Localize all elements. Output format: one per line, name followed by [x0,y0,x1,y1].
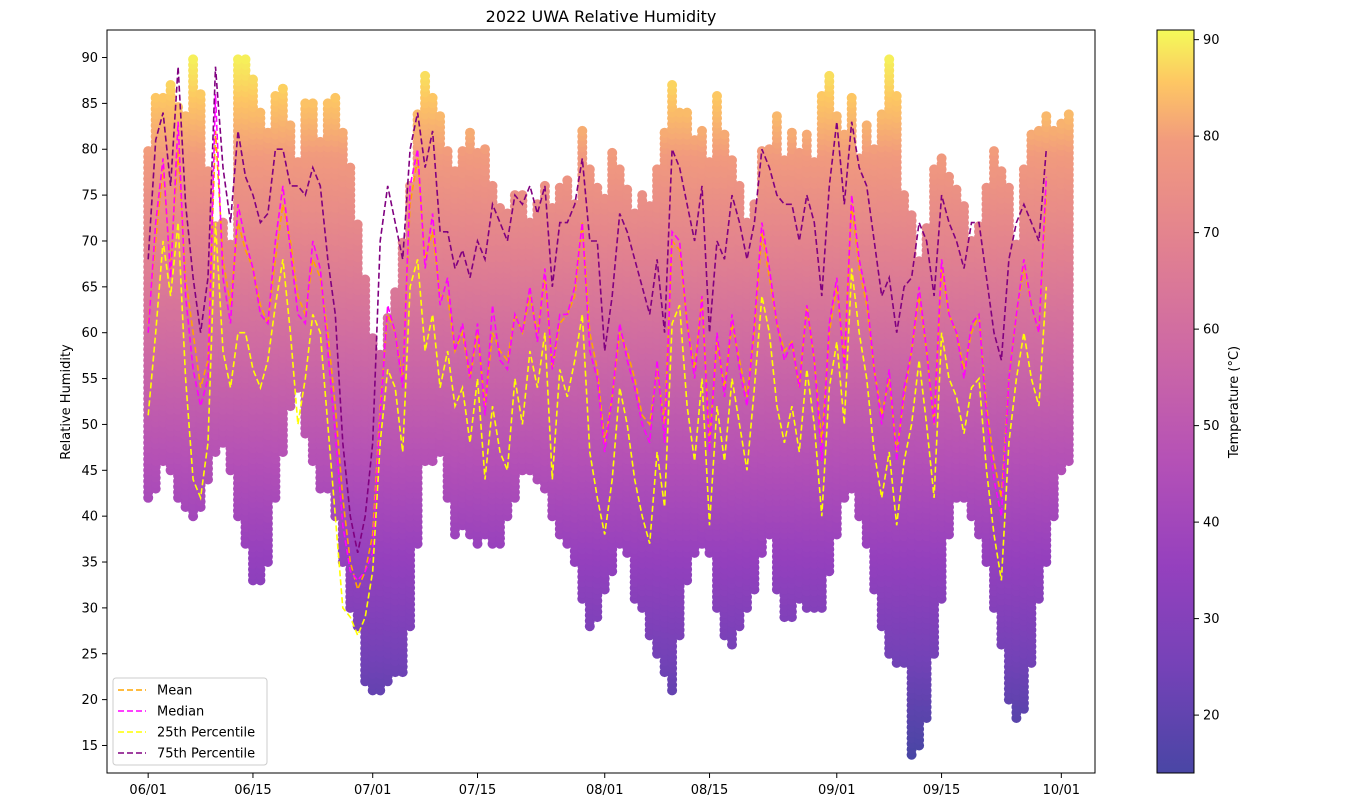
scatter-point [173,102,184,113]
scatter-point [487,180,498,191]
scatter-point [143,146,154,157]
scatter-point [465,127,475,138]
chart-title: 2022 UWA Relative Humidity [486,7,717,26]
scatter-point [360,274,371,285]
scatter-point [427,92,438,103]
scatter-point [195,89,206,100]
scatter-point [165,80,176,90]
scatter-point [158,92,169,103]
scatter-point [240,54,251,65]
scatter-point [622,184,633,195]
scatter-point [255,107,266,118]
scatter-point [577,125,588,136]
scatter-point [277,83,288,94]
scatter-point [307,98,318,109]
scatter-point [562,175,573,186]
scatter-point [180,111,191,122]
scatter-point [442,146,453,157]
scatter-point [614,164,625,175]
scatter-point [248,74,258,85]
scatter-point [337,127,348,138]
scatter-point [420,70,431,81]
scatter-points [143,54,1074,760]
scatter-point [435,111,446,122]
scatter-point [607,147,618,158]
scatter-point [150,92,161,103]
scatter-point [285,120,296,131]
scatter-point [188,54,199,65]
scatter-point [352,219,363,230]
scatter-point [667,80,678,90]
scatter-point [225,239,236,250]
scatter-point [480,144,490,155]
scatter-point [345,162,356,173]
scatter-point [637,190,648,201]
scatter-point [203,166,213,177]
scatter-point [218,217,228,228]
scatter-point [330,92,341,103]
scatter-point [584,164,595,175]
scatter-point [592,182,603,193]
